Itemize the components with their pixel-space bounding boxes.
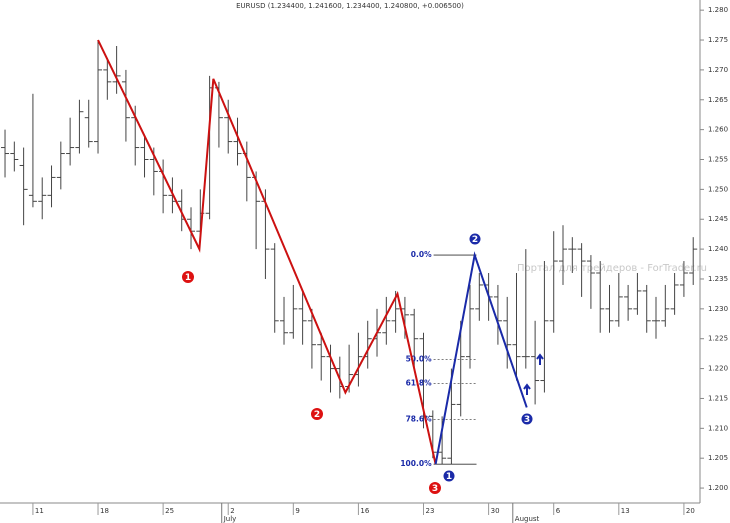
marker-label: 1 [185,273,191,283]
x-tick-label: 11 [35,507,44,515]
y-tick-label: 1.280 [708,6,728,14]
y-tick-label: 1.210 [708,424,728,432]
x-tick-label: 25 [165,507,174,515]
x-tick-label: 13 [621,507,630,515]
marker [443,470,455,482]
fib-label: 61.8% [406,379,433,388]
marker-label: 2 [314,410,320,420]
fib-label: 50.0% [406,355,433,364]
y-tick-label: 1.220 [708,365,728,373]
y-tick-label: 1.270 [708,66,728,74]
y-tick-label: 1.215 [708,394,728,402]
arrow-up [523,383,531,395]
marker [429,482,441,494]
month-label: July [223,515,237,523]
y-tick-label: 1.275 [708,36,728,44]
y-tick-label: 1.245 [708,215,728,223]
marker [521,413,533,425]
marker-label: 3 [432,484,438,494]
arrow-up [536,353,544,365]
x-tick-label: 9 [295,507,299,515]
marker [311,408,323,420]
y-tick-label: 1.255 [708,156,728,164]
y-tick-label: 1.205 [708,454,728,462]
y-tick-label: 1.230 [708,305,728,313]
marker [469,233,481,245]
x-tick-label: 20 [686,507,695,515]
marker-label: 3 [524,415,530,425]
watermark: Портал для трейдеров - ForTrader.ru [517,263,707,274]
x-tick-label: 18 [100,507,109,515]
x-tick-label: 6 [556,507,561,515]
y-tick-label: 1.240 [708,245,728,253]
fib-label: 0.0% [411,250,432,259]
month-label: August [515,515,540,523]
fib-label: 78.6% [406,414,433,423]
y-tick-label: 1.200 [708,484,728,492]
zigzag [434,251,528,465]
y-tick-label: 1.250 [708,185,728,193]
y-tick-label: 1.265 [708,96,728,104]
annotations: 1 2 3 2 1 3 [182,233,544,494]
marker-label: 1 [446,472,452,482]
y-tick-label: 1.260 [708,126,728,134]
x-tick-label: 23 [426,507,435,515]
bars [1,40,698,465]
x-tick-label: 2 [230,507,234,515]
marker [182,271,194,283]
marker-label: 2 [472,235,478,245]
x-tick-label: 30 [491,507,500,515]
zigzag [97,39,437,465]
y-tick-label: 1.235 [708,275,728,283]
chart-title: EURUSD (1.234400, 1.241600, 1.234400, 1.… [236,2,464,10]
fib-label: 100.0% [400,459,432,468]
y-tick-label: 1.225 [708,335,728,343]
x-tick-label: 16 [360,507,369,515]
